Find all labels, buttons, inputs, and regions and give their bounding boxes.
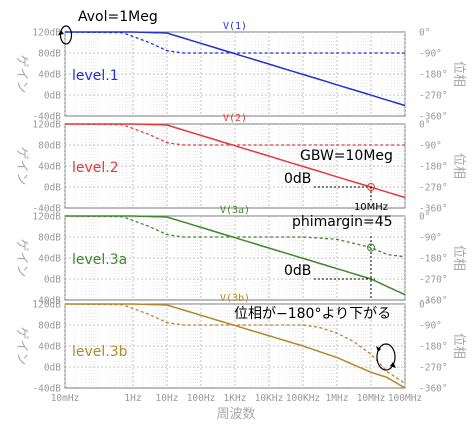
gain-line (65, 303, 406, 389)
phase-tick-label: 0° (419, 28, 430, 39)
phase-line (65, 303, 406, 384)
phase-tick-label: -270° (419, 363, 448, 374)
phase-tick-label: -90° (419, 49, 442, 60)
gain-axis-label: ゲイン (14, 147, 29, 186)
gain-axis-label: ゲイン (14, 327, 29, 366)
plot-panel-level.2: 120dB 80dB 40dB 0dB -40dB 0° -90° -180° -270° -36… (14, 113, 466, 215)
phase-tick-label: -90° (419, 233, 442, 244)
annotation-0db: 0dB (284, 171, 311, 187)
x-tick-label: 10MHz (357, 393, 386, 404)
phase-line (65, 123, 405, 146)
gain-line (65, 215, 406, 296)
gain-axis-label: ゲイン (14, 239, 29, 278)
gain-tick-label: 80dB (38, 233, 61, 244)
x-tick-label: 100KHz (286, 393, 320, 404)
phase-tick-label: -180° (419, 254, 448, 265)
x-tick-label: 100Hz (187, 393, 216, 404)
level-label: level.3b (72, 344, 128, 360)
annotation-gbw: GBW=10Meg (300, 148, 393, 164)
x-axis-label: 周波数 (216, 407, 255, 422)
phase-tick-label: 0° (419, 120, 430, 131)
trace-title: V(1) (223, 21, 247, 32)
plot-panel-level.3b: 120dB 80dB 40dB 0dB -40dB 0° -90° -180° -270° -36… (14, 293, 466, 404)
gain-tick-label: 80dB (38, 49, 61, 60)
phase-tick-label: -180° (419, 342, 448, 353)
annotation-arrowhead (58, 30, 64, 35)
level-label: level.3a (72, 252, 127, 268)
x-tick-label: 10Hz (156, 393, 179, 404)
x-tick-label: 100MHz (388, 393, 422, 404)
gain-line (65, 123, 406, 199)
gain-tick-label: 120dB (32, 212, 61, 223)
phase-tick-label: -180° (419, 70, 448, 81)
phase-tick-label: -270° (419, 183, 448, 194)
marker-frequency-label: 10MHz (354, 202, 388, 213)
trace-title: V(3b) (220, 293, 250, 304)
phase-axis-label: 位相 (451, 245, 466, 271)
x-tick-label: 1Hz (124, 393, 141, 404)
gain-axis-label: ゲイン (14, 55, 29, 94)
phase-tick-label: 0° (419, 212, 430, 223)
phase-tick-label: -180° (419, 162, 448, 173)
phase-margin-marker (367, 243, 375, 252)
level-label: level.1 (72, 68, 119, 84)
annotation-avol: Avol=1Meg (78, 9, 158, 25)
x-tick-label: 1KHz (224, 393, 247, 404)
gain-line (65, 31, 406, 107)
annotation-loop (59, 25, 73, 45)
plot-panel-level.1: 120dB 80dB 40dB 0dB -40dB 0° -90° -180° -270° -36… (14, 9, 466, 123)
gain-tick-label: -40dB (32, 384, 61, 395)
gain-tick-label: 120dB (32, 120, 61, 131)
annotation-phase-below-180: 位相が−180°より下がる (234, 306, 391, 322)
phase-axis-label: 位相 (451, 333, 466, 359)
gain-tick-label: 40dB (38, 254, 61, 265)
annotation-arrowhead (376, 346, 381, 352)
gain-tick-label: 40dB (38, 162, 61, 173)
plot-panel-level.3a: 120dB 80dB 40dB 0dB -40dB 0° -90° -180° -270° -36… (14, 205, 466, 307)
x-tick-label: 10KHz (255, 393, 284, 404)
x-tick-label: 10mHz (51, 393, 80, 404)
phase-tick-label: -360° (419, 384, 448, 395)
gain-tick-label: 40dB (38, 342, 61, 353)
phase-tick-label: -270° (419, 275, 448, 286)
phase-tick-label: -360° (419, 296, 448, 307)
phase-tick-label: -90° (419, 321, 442, 332)
gain-tick-label: -40dB (32, 296, 61, 307)
gain-tick-label: 120dB (32, 300, 61, 311)
phase-line (65, 215, 405, 258)
gain-tick-label: 80dB (38, 321, 61, 332)
gain-tick-label: 0dB (44, 183, 61, 194)
phase-tick-label: -360° (419, 112, 448, 123)
level-label: level.2 (72, 160, 119, 176)
gain-tick-label: 0dB (44, 363, 61, 374)
phase-tick-label: 0° (419, 300, 430, 311)
phase-tick-label: -90° (419, 141, 442, 152)
annotation-arrowhead (390, 362, 396, 368)
gain-tick-label: -40dB (32, 204, 61, 215)
gain-tick-label: 0dB (44, 275, 61, 286)
gain-tick-label: 0dB (44, 91, 61, 102)
annotation-0db: 0dB (284, 263, 311, 279)
annotation-phimargin: phimargin=45 (292, 214, 393, 230)
gain-tick-label: 40dB (38, 70, 61, 81)
phase-tick-label: -360° (419, 204, 448, 215)
trace-title: V(3a) (220, 205, 250, 216)
phase-axis-label: 位相 (451, 61, 466, 87)
gain-tick-label: 80dB (38, 141, 61, 152)
trace-title: V(2) (223, 113, 247, 124)
gain-tick-label: 120dB (32, 28, 61, 39)
phase-axis-label: 位相 (451, 153, 466, 179)
annotation-loop (376, 343, 396, 371)
gain-tick-label: -40dB (32, 112, 61, 123)
phase-tick-label: -270° (419, 91, 448, 102)
x-tick-label: 1MHz (326, 393, 349, 404)
crossing-marker (367, 183, 375, 191)
